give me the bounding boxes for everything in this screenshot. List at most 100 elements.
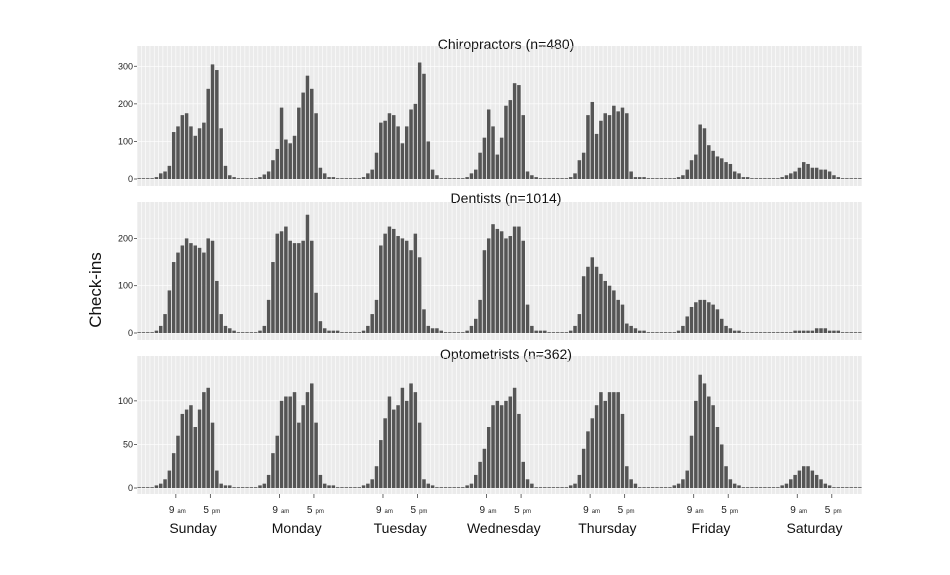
bar-monday-hour-20 — [327, 330, 331, 333]
bar-tuesday-hour-0 — [344, 332, 349, 333]
bar-saturday-hour-9 — [797, 470, 802, 488]
x-tick-hour: 9 — [376, 505, 382, 516]
bar-friday-hour-19 — [737, 485, 741, 488]
bar-monday-hour-5 — [262, 483, 267, 488]
bar-friday-hour-4 — [672, 485, 677, 488]
bar-wednesday-hour-7 — [478, 152, 482, 179]
bar-tuesday-hour-5 — [366, 325, 370, 333]
bar-sunday-hour-9 — [176, 252, 180, 333]
bar-wednesday-hour-4 — [465, 177, 469, 179]
bar-saturday-hour-13 — [814, 328, 819, 333]
bar-friday-hour-11 — [702, 128, 707, 179]
bar-monday-hour-13 — [297, 243, 301, 333]
bar-monday-hour-16 — [310, 88, 314, 179]
bar-wednesday-hour-10 — [491, 405, 495, 488]
bar-sunday-hour-17 — [210, 64, 215, 179]
x-tick-label: 5 pm — [203, 505, 220, 516]
bar-monday-hour-3 — [253, 332, 258, 333]
bar-saturday-hour-5 — [780, 332, 784, 333]
bar-wednesday-hour-11 — [495, 400, 500, 488]
bar-sunday-hour-2 — [146, 178, 150, 179]
bar-saturday-hour-22 — [853, 487, 858, 488]
bar-monday-hour-18 — [318, 167, 323, 179]
bar-sunday-hour-14 — [197, 247, 202, 333]
bar-tuesday-hour-7 — [374, 299, 379, 333]
bar-wednesday-hour-0 — [448, 332, 452, 333]
day-label-thursday: Thursday — [578, 520, 636, 536]
bar-thursday-hour-20 — [637, 177, 642, 179]
bar-saturday-hour-23 — [858, 178, 862, 179]
y-tick-label: 0 — [128, 174, 133, 184]
bar-monday-hour-6 — [266, 171, 271, 179]
bar-wednesday-hour-3 — [461, 332, 465, 333]
bar-thursday-hour-4 — [568, 177, 573, 179]
x-tick-suffix: pm — [523, 509, 531, 515]
bar-sunday-hour-20 — [223, 165, 228, 179]
bar-monday-hour-15 — [305, 75, 310, 179]
bar-sunday-hour-12 — [189, 243, 193, 333]
bar-thursday-hour-16 — [620, 413, 625, 488]
bar-friday-hour-0 — [655, 178, 659, 179]
bar-monday-hour-8 — [275, 435, 280, 488]
bar-sunday-hour-3 — [150, 332, 154, 333]
bar-wednesday-hour-1 — [452, 332, 456, 333]
bar-tuesday-hour-15 — [409, 109, 413, 179]
panel-title-optometrists: Optometrists (n=362) — [440, 346, 572, 362]
bar-wednesday-hour-12 — [499, 405, 504, 488]
bar-friday-hour-2 — [663, 487, 668, 488]
bar-wednesday-hour-17 — [521, 115, 525, 179]
bar-friday-hour-15 — [719, 444, 724, 488]
bar-wednesday-hour-22 — [543, 330, 547, 333]
x-tick-suffix: am — [695, 509, 703, 515]
bar-monday-hour-15 — [305, 214, 310, 333]
bar-saturday-hour-15 — [823, 328, 828, 333]
bar-tuesday-hour-0 — [344, 487, 349, 488]
bar-sunday-hour-19 — [219, 128, 223, 179]
bar-tuesday-hour-13 — [400, 143, 405, 179]
bar-monday-hour-19 — [322, 173, 327, 179]
bar-thursday-hour-2 — [560, 178, 564, 179]
bar-wednesday-hour-2 — [456, 178, 461, 179]
bar-thursday-hour-19 — [633, 483, 638, 488]
bar-monday-hour-12 — [292, 392, 297, 488]
bar-friday-hour-13 — [711, 150, 715, 179]
bar-saturday-hour-9 — [797, 330, 802, 333]
bar-sunday-hour-18 — [215, 470, 219, 488]
bar-wednesday-hour-9 — [486, 427, 491, 488]
bar-friday-hour-2 — [663, 178, 668, 179]
bar-thursday-hour-21 — [642, 330, 646, 333]
bar-tuesday-hour-8 — [379, 245, 383, 333]
bar-wednesday-hour-6 — [474, 474, 478, 488]
x-tick-suffix: am — [592, 509, 600, 515]
x-tick-hour: 9 — [790, 505, 796, 516]
day-label-friday: Friday — [692, 520, 731, 536]
bar-saturday-hour-10 — [801, 330, 806, 333]
bar-wednesday-hour-4 — [465, 485, 469, 488]
bar-wednesday-hour-21 — [538, 178, 543, 179]
bar-friday-hour-17 — [728, 163, 733, 179]
bar-sunday-hour-18 — [215, 70, 219, 179]
bar-friday-hour-15 — [719, 318, 724, 333]
bar-saturday-hour-16 — [827, 485, 832, 488]
bar-monday-hour-5 — [262, 325, 267, 333]
x-tick-hour: 5 — [307, 505, 313, 516]
bar-friday-hour-13 — [711, 304, 715, 333]
x-tick-label: 9 am — [790, 505, 807, 516]
bar-friday-hour-9 — [694, 400, 698, 488]
bar-wednesday-hour-3 — [461, 487, 465, 488]
bar-monday-hour-3 — [253, 487, 258, 488]
bar-wednesday-hour-7 — [478, 299, 482, 333]
bar-tuesday-hour-21 — [435, 487, 439, 488]
bar-saturday-hour-12 — [810, 470, 815, 488]
bar-tuesday-hour-12 — [396, 236, 400, 333]
bar-thursday-hour-1 — [556, 178, 560, 179]
x-tick-suffix: am — [488, 509, 496, 515]
x-tick-label: 9 am — [687, 505, 704, 516]
bar-saturday-hour-21 — [849, 487, 853, 488]
bar-wednesday-hour-13 — [504, 400, 508, 488]
bar-sunday-hour-8 — [171, 453, 176, 488]
bar-thursday-hour-9 — [590, 101, 595, 179]
bar-thursday-hour-2 — [560, 487, 564, 488]
bar-saturday-hour-6 — [784, 483, 789, 488]
bar-thursday-hour-12 — [603, 113, 607, 179]
